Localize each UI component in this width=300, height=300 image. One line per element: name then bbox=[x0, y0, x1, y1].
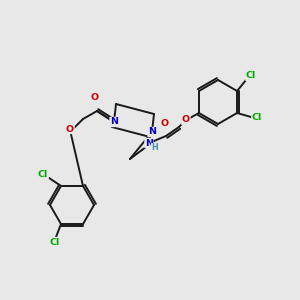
Text: O: O bbox=[66, 124, 74, 134]
Text: Cl: Cl bbox=[38, 170, 48, 179]
Text: N: N bbox=[145, 139, 153, 148]
Text: O: O bbox=[161, 118, 169, 127]
Text: N: N bbox=[110, 118, 118, 127]
Text: Cl: Cl bbox=[246, 71, 256, 80]
Text: N: N bbox=[148, 128, 156, 136]
Text: O: O bbox=[182, 116, 190, 124]
Text: O: O bbox=[91, 94, 99, 103]
Text: H: H bbox=[152, 143, 158, 152]
Text: Cl: Cl bbox=[252, 113, 262, 122]
Text: Cl: Cl bbox=[50, 238, 60, 247]
